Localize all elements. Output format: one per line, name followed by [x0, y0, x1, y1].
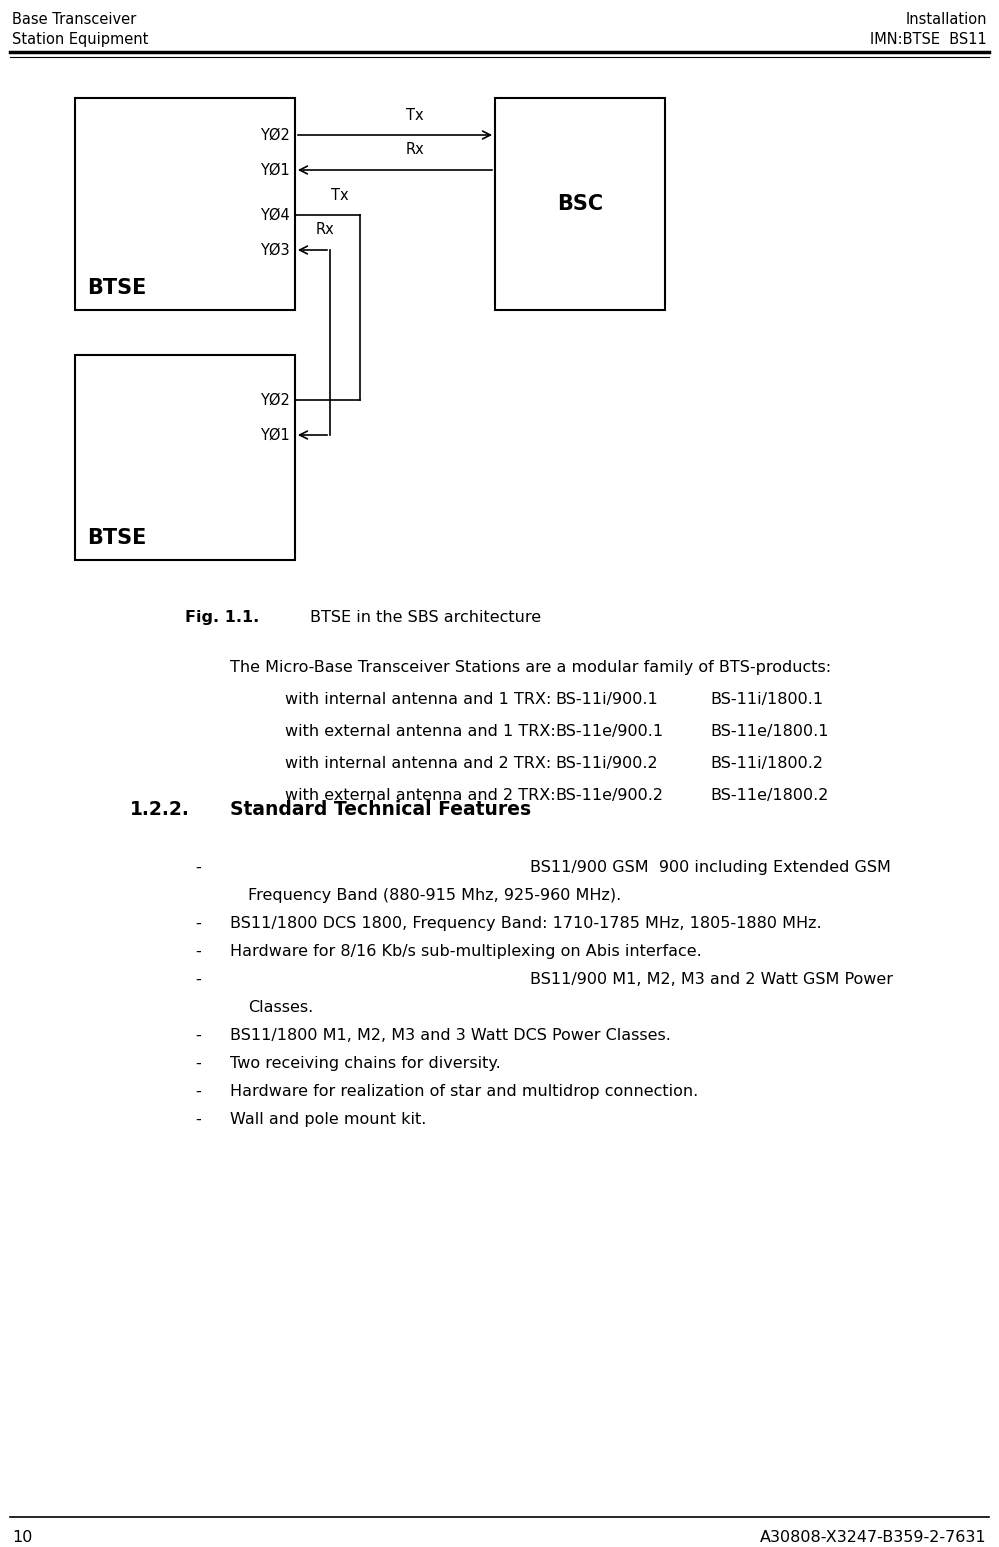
Text: with internal antenna and 1 TRX:: with internal antenna and 1 TRX: — [285, 692, 551, 707]
Text: Rx: Rx — [406, 142, 425, 158]
Text: Wall and pole mount kit.: Wall and pole mount kit. — [230, 1112, 427, 1128]
Text: BS-11e/900.2: BS-11e/900.2 — [555, 787, 663, 803]
Bar — [75, 354, 295, 560]
Text: YØ4: YØ4 — [261, 207, 290, 223]
Text: YØ1: YØ1 — [261, 427, 290, 442]
Text: Classes.: Classes. — [248, 999, 314, 1015]
Text: BSC: BSC — [556, 193, 603, 213]
Text: -: - — [195, 860, 201, 876]
Text: -: - — [195, 1112, 201, 1128]
Text: Installation: Installation — [905, 12, 987, 26]
Bar — [75, 97, 295, 309]
Text: BS-11e/1800.2: BS-11e/1800.2 — [710, 787, 828, 803]
Text: Standard Technical Features: Standard Technical Features — [230, 800, 531, 818]
Text: 1.2.2.: 1.2.2. — [130, 800, 190, 818]
Text: YØ1: YØ1 — [261, 162, 290, 178]
Text: Tx: Tx — [407, 107, 424, 122]
Text: -: - — [195, 972, 201, 987]
Text: YØ2: YØ2 — [260, 127, 290, 142]
Text: BS-11i/900.2: BS-11i/900.2 — [555, 756, 657, 770]
Text: BS-11e/900.1: BS-11e/900.1 — [555, 724, 663, 739]
Text: BTSE: BTSE — [87, 278, 147, 299]
Text: with internal antenna and 2 TRX:: with internal antenna and 2 TRX: — [285, 756, 551, 770]
Text: Station Equipment: Station Equipment — [12, 32, 149, 46]
Text: BS11/900 M1, M2, M3 and 2 Watt GSM Power: BS11/900 M1, M2, M3 and 2 Watt GSM Power — [530, 972, 893, 987]
Text: Hardware for 8/16 Kb/s sub-multiplexing on Abis interface.: Hardware for 8/16 Kb/s sub-multiplexing … — [230, 944, 701, 959]
Text: 10: 10 — [12, 1530, 32, 1545]
Text: YØ3: YØ3 — [261, 243, 290, 257]
Text: -: - — [195, 1084, 201, 1098]
Text: Hardware for realization of star and multidrop connection.: Hardware for realization of star and mul… — [230, 1084, 698, 1098]
Text: Fig. 1.1.: Fig. 1.1. — [185, 610, 260, 625]
Bar — [495, 97, 665, 309]
Text: BTSE: BTSE — [87, 528, 147, 548]
Text: YØ2: YØ2 — [260, 393, 290, 407]
Text: BS11/900 GSM  900 including Extended GSM: BS11/900 GSM 900 including Extended GSM — [530, 860, 891, 876]
Text: Rx: Rx — [316, 223, 335, 238]
Text: BS-11e/1800.1: BS-11e/1800.1 — [710, 724, 828, 739]
Text: BS11/1800 M1, M2, M3 and 3 Watt DCS Power Classes.: BS11/1800 M1, M2, M3 and 3 Watt DCS Powe… — [230, 1029, 671, 1043]
Text: BTSE in the SBS architecture: BTSE in the SBS architecture — [310, 610, 541, 625]
Text: with external antenna and 1 TRX:: with external antenna and 1 TRX: — [285, 724, 555, 739]
Text: BS11/1800 DCS 1800, Frequency Band: 1710-1785 MHz, 1805-1880 MHz.: BS11/1800 DCS 1800, Frequency Band: 1710… — [230, 916, 821, 931]
Text: BS-11i/900.1: BS-11i/900.1 — [555, 692, 657, 707]
Text: with external antenna and 2 TRX:: with external antenna and 2 TRX: — [285, 787, 555, 803]
Text: IMN:BTSE  BS11: IMN:BTSE BS11 — [870, 32, 987, 46]
Text: -: - — [195, 944, 201, 959]
Text: -: - — [195, 1057, 201, 1071]
Text: The Micro-Base Transceiver Stations are a modular family of BTS-products:: The Micro-Base Transceiver Stations are … — [230, 661, 831, 674]
Text: BS-11i/1800.1: BS-11i/1800.1 — [710, 692, 823, 707]
Text: Tx: Tx — [332, 187, 349, 203]
Text: -: - — [195, 1029, 201, 1043]
Text: -: - — [195, 916, 201, 931]
Text: BS-11i/1800.2: BS-11i/1800.2 — [710, 756, 823, 770]
Text: Two receiving chains for diversity.: Two receiving chains for diversity. — [230, 1057, 500, 1071]
Text: Base Transceiver: Base Transceiver — [12, 12, 136, 26]
Text: Frequency Band (880-915 Mhz, 925-960 MHz).: Frequency Band (880-915 Mhz, 925-960 MHz… — [248, 888, 621, 903]
Text: A30808-X3247-B359-2-7631: A30808-X3247-B359-2-7631 — [760, 1530, 987, 1545]
